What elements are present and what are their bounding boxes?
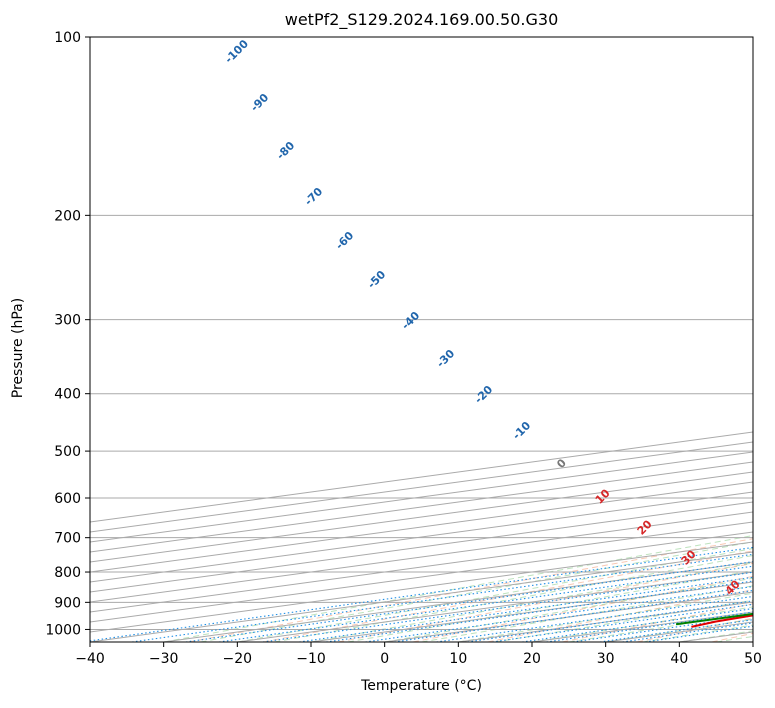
y-tick-label: 100 xyxy=(54,30,81,46)
x-tick-label: 40 xyxy=(670,651,688,667)
isotherm-label: -100 xyxy=(222,37,251,66)
dry-adiabat xyxy=(338,562,753,642)
moist-adiabat xyxy=(568,612,753,642)
isotherm-line xyxy=(384,591,753,642)
background-lines xyxy=(90,37,753,642)
isotherm-line xyxy=(90,541,753,633)
y-tick-label: 600 xyxy=(54,491,81,507)
x-tick-label: 30 xyxy=(597,651,615,667)
y-tick-label: 800 xyxy=(54,565,81,581)
mixing-ratio-line xyxy=(365,585,753,642)
x-tick-label: −40 xyxy=(75,651,105,667)
y-tick-label: 1000 xyxy=(45,622,81,638)
dry-adiabat xyxy=(711,632,753,642)
isotherm-label: 20 xyxy=(635,517,655,537)
moist-adiabat xyxy=(716,635,753,642)
x-tick-label: −10 xyxy=(296,651,326,667)
moist-adiabat xyxy=(642,624,753,642)
y-tick-label: 400 xyxy=(54,387,81,403)
moist-adiabat xyxy=(274,554,753,642)
moist-adiabat xyxy=(310,562,753,642)
mixing-ratio-line xyxy=(90,546,753,642)
isotherm-label: -50 xyxy=(365,268,388,291)
isotherm-label: -70 xyxy=(302,185,325,208)
moist-adiabat xyxy=(237,548,753,642)
mixing-ratio-line xyxy=(326,580,753,642)
y-tick-label: 500 xyxy=(54,444,81,460)
moist-adiabat xyxy=(384,577,753,642)
mixing-ratio-line xyxy=(185,561,753,642)
isotherm-line xyxy=(90,491,753,583)
x-tick-label: −20 xyxy=(223,651,253,667)
isotherm-line xyxy=(90,531,753,623)
isotherm-line xyxy=(310,581,753,642)
profile-lines xyxy=(675,612,753,628)
moist-adiabat xyxy=(347,569,753,642)
isotherm-label: -30 xyxy=(434,347,457,370)
isotherm-line xyxy=(90,521,753,613)
isotherm-line xyxy=(90,461,753,553)
moist-adiabat xyxy=(531,606,753,642)
isotherm-label: -40 xyxy=(399,309,422,332)
y-tick-label: 200 xyxy=(54,208,81,224)
x-tick-label: −30 xyxy=(149,651,179,667)
x-tick-label: 20 xyxy=(523,651,541,667)
dry-adiabat xyxy=(487,589,753,642)
isotherm-label: 30 xyxy=(679,547,699,567)
dry-adiabat xyxy=(562,603,753,642)
isotherm-line xyxy=(679,631,753,642)
y-tick-label: 300 xyxy=(54,313,81,329)
isotherm-line xyxy=(90,511,753,603)
plot-frame xyxy=(89,36,754,643)
moist-adiabat xyxy=(679,630,753,642)
moist-adiabat xyxy=(200,541,753,642)
isotherm-line xyxy=(90,501,753,593)
isotherm-label: -60 xyxy=(333,229,356,252)
x-axis-label: Temperature (°C) xyxy=(361,678,482,694)
chart-title: wetPf2_S129.2024.169.00.50.G30 xyxy=(284,10,559,29)
moist-adiabat xyxy=(421,585,753,642)
dry-adiabat xyxy=(636,617,753,642)
isotherm-line xyxy=(90,471,753,563)
isotherm-label: -20 xyxy=(472,383,495,406)
x-tick-label: 10 xyxy=(449,651,467,667)
isotherm-line xyxy=(90,481,753,573)
isotherm-line xyxy=(90,451,753,543)
mixing-ratio-line xyxy=(492,603,753,642)
axis-ticks: −40 −30 −20 −10 0 10 20 30 40 50 1000 900 800 700 600 5… xyxy=(45,30,762,667)
isotherm-line xyxy=(90,551,753,642)
y-tick-label: 700 xyxy=(54,531,81,547)
dry-adiabat xyxy=(412,575,753,642)
y-axis-label: Pressure (hPa) xyxy=(10,297,26,399)
mixing-ratio-line xyxy=(262,571,753,642)
mixing-ratio-line xyxy=(299,576,753,642)
line-labels: -100-90-80-70-60-50-40-30-20-10010203040… xyxy=(222,37,743,598)
dry-adiabat xyxy=(188,538,753,642)
y-tick-label: 900 xyxy=(54,595,81,611)
moist-adiabat xyxy=(163,535,753,642)
isotherm-label: -90 xyxy=(248,91,271,114)
isotherm-line xyxy=(531,611,753,642)
mixing-ratio-line xyxy=(218,565,753,642)
isotherm-label: -10 xyxy=(510,419,533,442)
x-tick-label: 0 xyxy=(380,651,389,667)
mixing-ratio-line xyxy=(394,589,753,642)
x-tick-label: 50 xyxy=(744,651,762,667)
isotherm-line xyxy=(752,641,753,642)
isotherm-label: -80 xyxy=(274,139,297,162)
